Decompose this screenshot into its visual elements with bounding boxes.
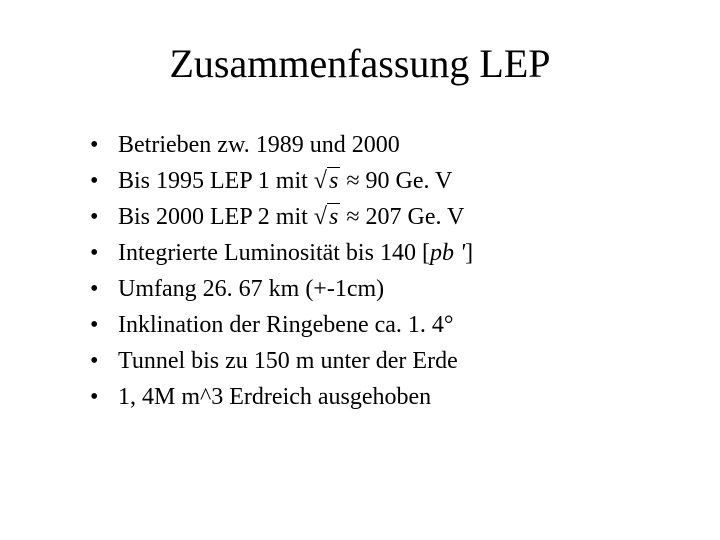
- list-item: Umfang 26. 67 km (+-1cm): [90, 271, 660, 307]
- radicand: s: [327, 167, 340, 194]
- list-item: Bis 2000 LEP 2 mit √s ≈ 207 Ge. V: [90, 199, 660, 235]
- radicand: s: [327, 203, 340, 230]
- bullet-text-post: Ge. V: [389, 168, 452, 194]
- bullet-text-pre: Integrierte Luminosität bis 140: [118, 240, 422, 266]
- bullet-list: Betrieben zw. 1989 und 2000 Bis 1995 LEP…: [60, 127, 660, 415]
- list-item: 1, 4M m^3 Erdreich ausgehoben: [90, 379, 660, 415]
- bullet-text-post: Ge. V: [401, 204, 464, 230]
- list-item: Betrieben zw. 1989 und 2000: [90, 127, 660, 163]
- bullet-text: 1, 4M m^3 Erdreich ausgehoben: [118, 384, 431, 410]
- formula: √s ≈ 207: [314, 203, 402, 230]
- formula: [pb ']: [422, 240, 473, 266]
- formula-value: 90: [365, 168, 389, 194]
- bracket-inner: pb ': [430, 240, 465, 266]
- slide: Zusammenfassung LEP Betrieben zw. 1989 u…: [0, 0, 720, 540]
- formula: √s ≈ 90: [314, 167, 390, 194]
- list-item: Tunnel bis zu 150 m unter der Erde: [90, 343, 660, 379]
- formula-value: 207: [365, 204, 401, 230]
- list-item: Inklination der Ringebene ca. 1. 4°: [90, 307, 660, 343]
- list-item: Bis 1995 LEP 1 mit √s ≈ 90 Ge. V: [90, 163, 660, 199]
- slide-title: Zusammenfassung LEP: [60, 40, 660, 87]
- bullet-text-pre: Bis 1995 LEP 1 mit: [118, 168, 314, 194]
- list-item: Integrierte Luminosität bis 140 [pb ']: [90, 235, 660, 271]
- bullet-text: Tunnel bis zu 150 m unter der Erde: [118, 348, 458, 374]
- bullet-text: Inklination der Ringebene ca. 1. 4°: [118, 312, 454, 338]
- bullet-text-pre: Bis 2000 LEP 2 mit: [118, 204, 314, 230]
- bullet-text: Betrieben zw. 1989 und 2000: [118, 132, 400, 158]
- bullet-text: Umfang 26. 67 km (+-1cm): [118, 276, 384, 302]
